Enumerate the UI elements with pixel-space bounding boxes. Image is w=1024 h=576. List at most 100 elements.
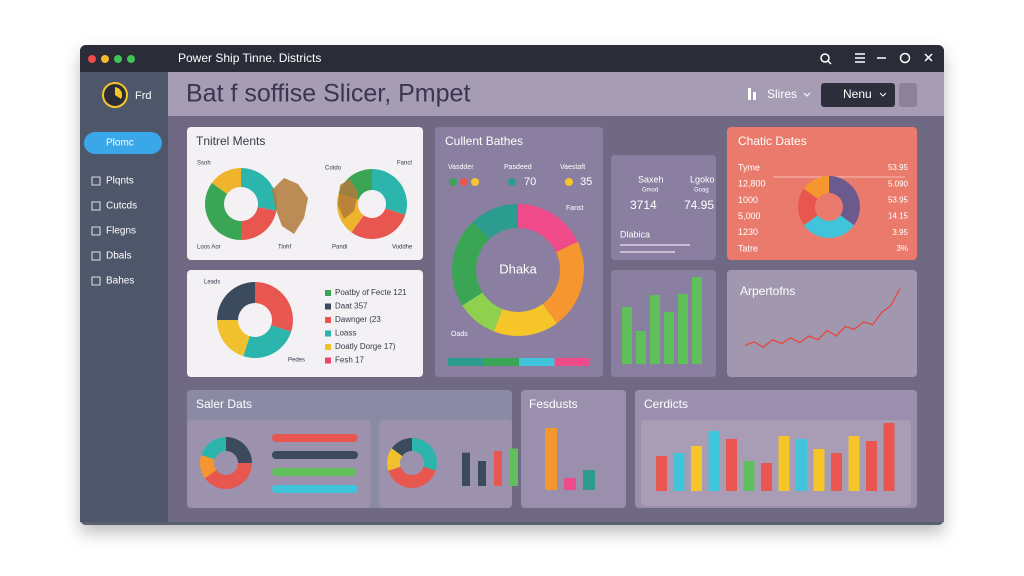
label[interactable]: Flegns xyxy=(106,226,136,237)
nav-icon xyxy=(91,251,101,261)
dot xyxy=(460,178,468,186)
bar xyxy=(692,277,702,364)
label: Tinhf xyxy=(278,245,291,251)
label[interactable]: Cutcds xyxy=(106,201,137,212)
menu-button[interactable] xyxy=(821,83,895,107)
bar xyxy=(636,331,646,364)
header xyxy=(168,72,944,116)
bar xyxy=(664,312,674,364)
label: Cerdicts xyxy=(644,397,688,411)
label: Leads xyxy=(204,280,220,286)
donut-slice xyxy=(217,320,250,357)
strip-segment xyxy=(554,358,590,366)
slicer-icon xyxy=(748,88,751,100)
bar xyxy=(656,456,667,491)
label[interactable]: Dbals xyxy=(106,251,132,262)
label: Saxeh xyxy=(638,174,664,184)
donut-slice xyxy=(452,221,490,306)
donut-slice xyxy=(351,208,406,239)
nav-icon xyxy=(91,276,101,286)
label: 5,000 xyxy=(738,211,761,221)
page-title: Bat f soffise Slicer, Pmpet xyxy=(186,80,470,108)
donut-slice xyxy=(204,463,252,490)
logo-mark xyxy=(115,87,123,99)
donut-slice xyxy=(798,188,818,226)
bar xyxy=(831,453,842,491)
donut-slice xyxy=(241,168,277,211)
bar xyxy=(583,470,595,490)
map-shape xyxy=(338,179,358,219)
max-dot[interactable] xyxy=(114,55,122,63)
window-title: Power Ship Tinne. Districts xyxy=(178,51,321,65)
restore-icon[interactable] xyxy=(899,52,911,64)
map-shape xyxy=(272,178,308,234)
label: 3714 xyxy=(630,198,657,212)
slicer-icon xyxy=(753,92,756,100)
label: Pandi xyxy=(332,245,347,251)
menu-icon[interactable] xyxy=(855,53,865,63)
donut-slice xyxy=(387,448,403,471)
close-dot[interactable] xyxy=(88,55,96,63)
more-button[interactable] xyxy=(899,83,917,107)
label: Daat 357 xyxy=(335,302,368,311)
card xyxy=(611,155,716,260)
label: Saler Dats xyxy=(196,397,252,411)
donut-slice xyxy=(829,176,860,226)
label: 3.95 xyxy=(892,228,908,237)
donut-slice xyxy=(255,282,293,332)
label: 70 xyxy=(524,176,536,188)
slicer[interactable]: Slires xyxy=(767,87,797,101)
legend-swatch xyxy=(325,290,331,296)
label: Tatre xyxy=(738,243,758,253)
hbar xyxy=(272,451,358,459)
donut-slice xyxy=(493,303,557,336)
donut-slice xyxy=(243,325,292,358)
donut-slice xyxy=(803,176,829,199)
bar xyxy=(462,452,470,486)
label: 74.95 xyxy=(684,198,714,212)
bar xyxy=(545,428,557,490)
dot xyxy=(471,178,479,186)
bar xyxy=(691,446,702,491)
legend-swatch xyxy=(325,344,331,350)
label: Loass xyxy=(335,329,356,338)
bar xyxy=(708,431,720,491)
legend-swatch xyxy=(325,317,331,323)
extra-dot xyxy=(127,55,135,63)
label: Arpertofns xyxy=(740,284,795,298)
search-icon[interactable] xyxy=(820,53,830,63)
logo-text: Frd xyxy=(135,90,152,102)
label: Fesdusts xyxy=(529,397,578,411)
donut-slice xyxy=(372,169,407,215)
bar xyxy=(622,307,632,364)
label: 14.15 xyxy=(888,212,909,221)
card xyxy=(727,270,917,377)
nav-icon xyxy=(91,176,101,186)
nav-icon xyxy=(91,201,101,211)
label: Loos Aor xyxy=(197,245,221,251)
dot xyxy=(449,178,457,186)
chevron xyxy=(879,92,887,97)
label: 53.95 xyxy=(888,196,909,205)
nav-icon xyxy=(91,226,101,236)
bar xyxy=(761,463,772,491)
label: Dawnger (23 xyxy=(335,315,381,324)
label[interactable]: Bahes xyxy=(106,276,134,287)
hbar xyxy=(272,485,358,493)
donut-slice xyxy=(217,282,255,320)
close-icon[interactable] xyxy=(924,53,933,62)
bar xyxy=(883,423,895,491)
label: Vaestaft xyxy=(560,164,585,171)
label[interactable]: Plqnts xyxy=(106,176,134,187)
search-handle xyxy=(827,60,832,65)
active-nav[interactable] xyxy=(84,132,162,154)
bar xyxy=(743,461,755,491)
strip-segment xyxy=(519,358,555,366)
label: Fesh 17 xyxy=(335,356,364,365)
donut-slice xyxy=(803,215,855,238)
min-dot[interactable] xyxy=(101,55,109,63)
bar xyxy=(494,451,502,486)
label: Dlabica xyxy=(620,229,650,239)
donut-slice xyxy=(388,466,436,488)
bar xyxy=(796,439,807,491)
